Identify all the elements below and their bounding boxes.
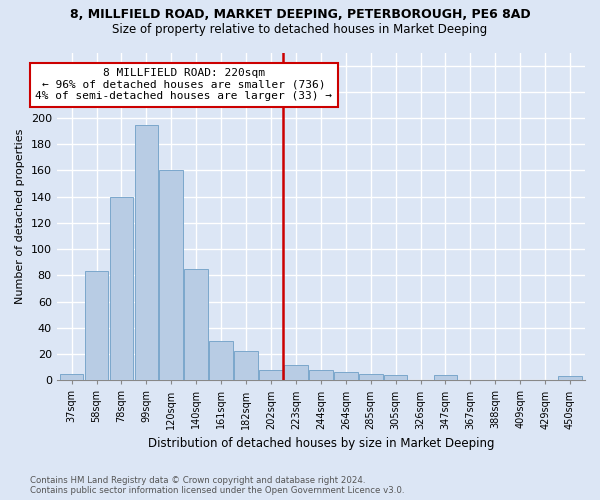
Bar bbox=[184, 269, 208, 380]
Y-axis label: Number of detached properties: Number of detached properties bbox=[15, 128, 25, 304]
Bar bbox=[160, 170, 183, 380]
Bar bbox=[85, 272, 109, 380]
Bar bbox=[359, 374, 383, 380]
Bar bbox=[209, 341, 233, 380]
Bar bbox=[434, 375, 457, 380]
Bar bbox=[259, 370, 283, 380]
Bar bbox=[284, 364, 308, 380]
Text: 8, MILLFIELD ROAD, MARKET DEEPING, PETERBOROUGH, PE6 8AD: 8, MILLFIELD ROAD, MARKET DEEPING, PETER… bbox=[70, 8, 530, 20]
Bar bbox=[309, 370, 332, 380]
Text: Size of property relative to detached houses in Market Deeping: Size of property relative to detached ho… bbox=[112, 22, 488, 36]
Bar bbox=[110, 196, 133, 380]
Bar bbox=[234, 352, 258, 380]
Bar bbox=[334, 372, 358, 380]
X-axis label: Distribution of detached houses by size in Market Deeping: Distribution of detached houses by size … bbox=[148, 437, 494, 450]
Bar bbox=[60, 374, 83, 380]
Text: Contains HM Land Registry data © Crown copyright and database right 2024.
Contai: Contains HM Land Registry data © Crown c… bbox=[30, 476, 404, 495]
Text: 8 MILLFIELD ROAD: 220sqm
← 96% of detached houses are smaller (736)
4% of semi-d: 8 MILLFIELD ROAD: 220sqm ← 96% of detach… bbox=[35, 68, 332, 102]
Bar bbox=[134, 124, 158, 380]
Bar bbox=[558, 376, 582, 380]
Bar bbox=[384, 375, 407, 380]
